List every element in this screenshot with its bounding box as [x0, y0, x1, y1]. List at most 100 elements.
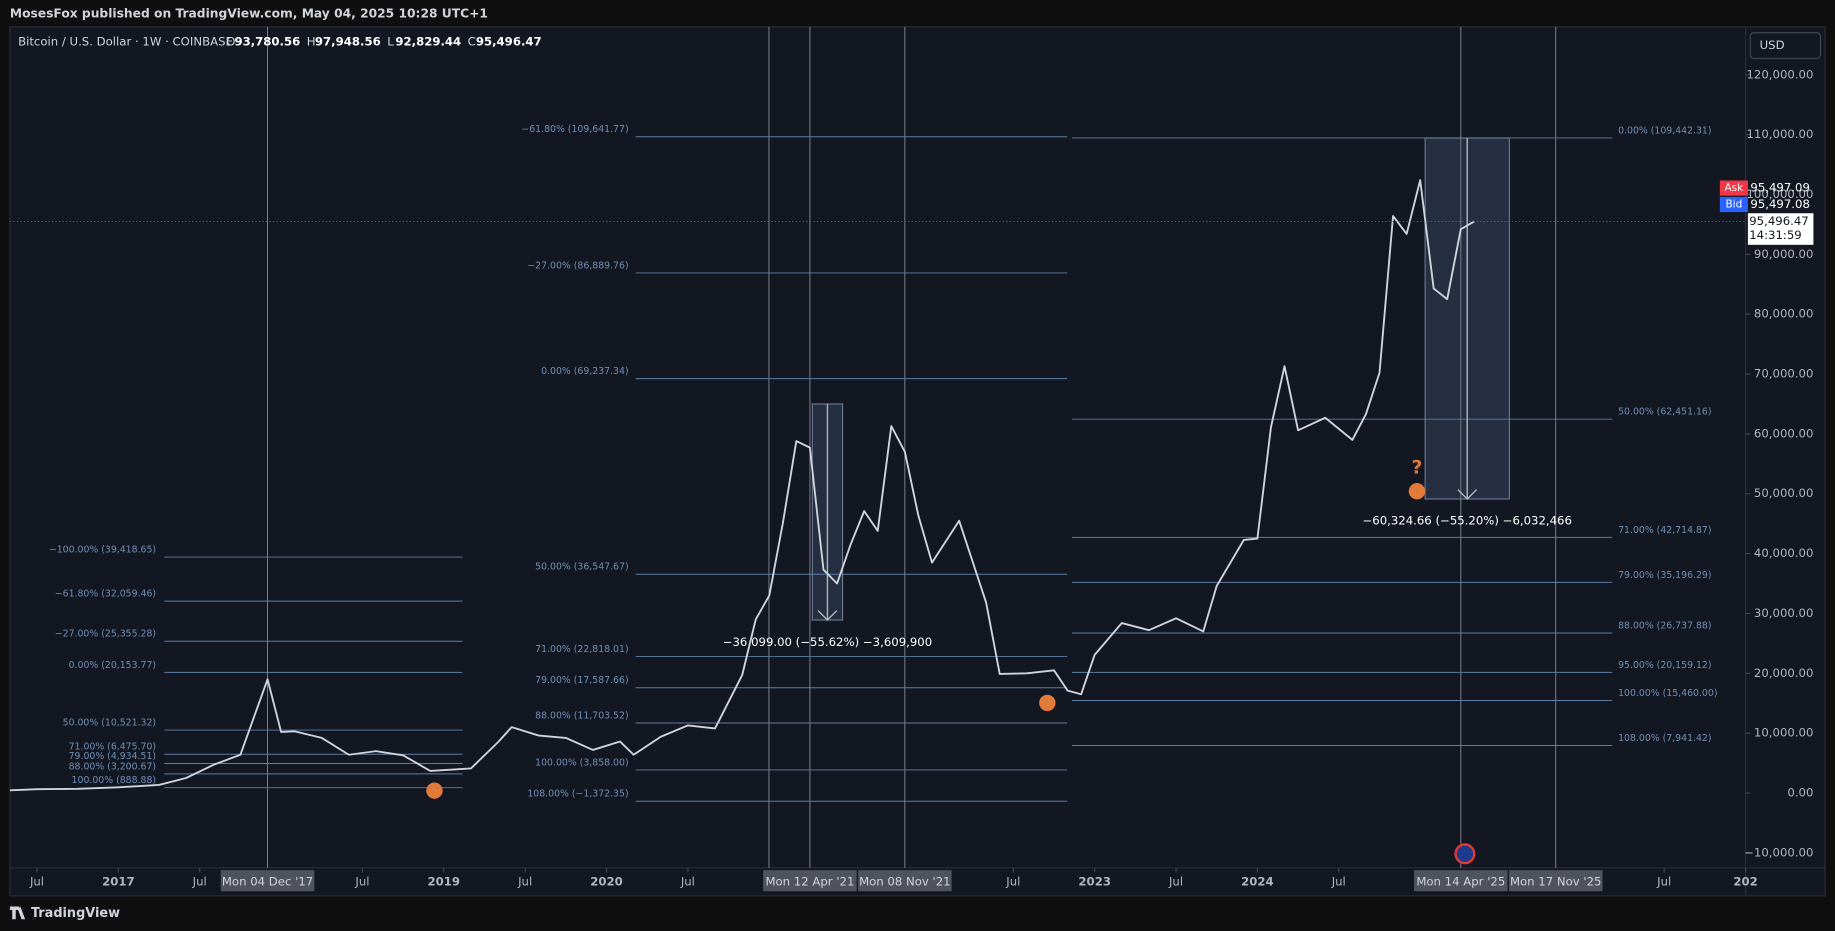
x-tick-label: Jul	[1656, 874, 1671, 888]
ohlc-value: 95,496.47	[476, 35, 542, 49]
x-tick-label: 2019	[428, 874, 461, 888]
date-badge	[220, 870, 315, 892]
last-badge	[1747, 213, 1814, 245]
date-badge-label: Mon 14 Apr '25	[1416, 874, 1505, 888]
fib-label: 0.00% (20,153.77)	[69, 660, 156, 671]
fib-label: 79.00% (35,196.29)	[1618, 570, 1711, 581]
x-tick-label: 202	[1733, 874, 1757, 888]
fib-label: 71.00% (42,714.87)	[1618, 525, 1711, 536]
fib-label: 50.00% (36,547.67)	[535, 562, 628, 573]
ask: 95,497.09	[1750, 181, 1809, 195]
ohlc-value: 93,780.56	[234, 35, 300, 49]
date-badge-label: Mon 04 Dec '17	[222, 874, 313, 888]
fib-label: 0.00% (109,442.31)	[1618, 125, 1711, 136]
marker-dot	[1408, 483, 1426, 500]
date-badge-label: Mon 17 Nov '25	[1510, 874, 1602, 888]
event-icon	[1454, 843, 1476, 865]
last-price: 95,496.47	[1749, 214, 1808, 228]
date-badge	[858, 870, 952, 892]
y-tick-label: 60,000.00	[1754, 426, 1813, 440]
fib-label: 108.00% (7,941.42)	[1618, 733, 1711, 744]
fib-label: 71.00% (6,475.70)	[69, 742, 156, 753]
bid: 95,497.08	[1750, 197, 1809, 211]
symbol: Bitcoin / U.S. Dollar · 1W · COINBASE	[18, 35, 233, 49]
currency[interactable]: USD	[1760, 38, 1785, 52]
fib-label: 100.00% (888.88)	[72, 775, 157, 786]
y-tick-label: 50,000.00	[1754, 486, 1813, 500]
date-badge-label: Mon 08 Nov '21	[859, 874, 951, 888]
brand: TradingView	[31, 906, 120, 921]
brand-logo	[9, 906, 26, 920]
x-tick-label: 2024	[1241, 874, 1274, 888]
fib-label: 50.00% (10,521.32)	[63, 718, 156, 729]
ohlc-value: 97,948.56	[315, 35, 381, 49]
ohlc-key: H	[307, 35, 316, 49]
y-tick-label: 10,000.00	[1754, 726, 1813, 740]
price-line	[9, 179, 1475, 792]
date-badge-label: Mon 12 Apr '21	[765, 874, 854, 888]
y-tick-label: 30,000.00	[1754, 606, 1813, 620]
fib-label: 79.00% (17,587.66)	[535, 675, 628, 686]
measure-arrowhead	[1457, 489, 1478, 501]
fib-label: 50.00% (62,451.16)	[1618, 407, 1711, 418]
y-tick-label: 70,000.00	[1754, 367, 1813, 381]
fib-label: 100.00% (15,460.00)	[1618, 688, 1717, 699]
fib-label: 88.00% (11,703.52)	[535, 710, 628, 721]
marker-dot	[1039, 694, 1056, 712]
y-tick-label: 120,000.00	[1746, 67, 1813, 81]
fib-label: 88.00% (3,200.67)	[69, 761, 156, 772]
measure-label: −36,099.00 (−55.62%) −3,609,900	[723, 635, 932, 649]
badge	[1719, 196, 1748, 213]
currency-button[interactable]	[1749, 32, 1822, 60]
ohlc-key: C	[468, 35, 476, 49]
fib-label: 88.00% (26,737.88)	[1618, 620, 1711, 631]
x-tick-label: 2017	[102, 874, 135, 888]
x-tick-label: Jul	[1005, 874, 1020, 888]
x-tick-label: Jul	[29, 874, 44, 888]
x-tick-label: Jul	[517, 874, 532, 888]
x-tick-label: Jul	[680, 874, 695, 888]
countdown: 14:31:59	[1749, 228, 1802, 242]
fib-label: 108.00% (−1,372.35)	[527, 789, 628, 800]
fib-label: 79.00% (4,934.51)	[69, 751, 156, 762]
fib-label: 0.00% (69,237.34)	[541, 366, 629, 377]
ohlc-key: L	[387, 35, 394, 49]
y-tick-label: 0.00	[1787, 786, 1813, 800]
y-tick-label: 110,000.00	[1746, 127, 1813, 141]
measure-arrowhead	[817, 610, 838, 622]
y-tick-label: 40,000.00	[1754, 546, 1813, 560]
date-badge	[763, 870, 857, 892]
fib-label: 71.00% (22,818.01)	[535, 644, 628, 655]
badge	[1719, 180, 1748, 196]
x-tick-label: Jul	[1331, 874, 1346, 888]
date-badge	[1414, 870, 1508, 892]
x-tick-label: Jul	[1168, 874, 1183, 888]
ohlc-key: O	[226, 35, 235, 49]
badge-label: Bid	[1725, 198, 1742, 210]
fib-label: −61.80% (109,641.77)	[521, 124, 628, 135]
fib-label: 100.00% (3,858.00)	[535, 757, 628, 768]
fib-label: −100.00% (39,418.65)	[49, 545, 156, 556]
x-tick-label: 2023	[1078, 874, 1111, 888]
annotation: ?	[1411, 457, 1422, 478]
chart-pane	[9, 26, 1826, 897]
marker-dot	[426, 782, 443, 799]
x-tick-label: Jul	[192, 874, 207, 888]
date-badge	[1508, 870, 1603, 892]
ohlc-value: 92,829.44	[395, 35, 461, 49]
measure-label: −60,324.66 (−55.20%) −6,032,466	[1362, 514, 1571, 528]
x-tick-label: Jul	[354, 874, 369, 888]
y-tick-label: 100,000.00	[1746, 187, 1813, 201]
publisher: MosesFox published on TradingView.com, M…	[10, 7, 488, 21]
fib-label: −27.00% (25,355.28)	[55, 629, 156, 640]
badge-label: Ask	[1724, 182, 1744, 194]
y-tick-label: −10,000.00	[1744, 845, 1813, 859]
y-tick-label: 20,000.00	[1754, 666, 1813, 680]
fib-label: 95.00% (20,159.12)	[1618, 660, 1711, 671]
x-tick-label: 2020	[590, 874, 623, 888]
ohlc: O93,780.56 H 97,948.56 L 92,829.44 C 95,496.47	[226, 35, 541, 49]
chart-layer: −100.00% (39,418.65) −61.80% (32,059.46) −…	[9, 26, 1814, 892]
y-tick-label: 80,000.00	[1754, 307, 1813, 321]
y-tick-label: 90,000.00	[1754, 247, 1813, 261]
